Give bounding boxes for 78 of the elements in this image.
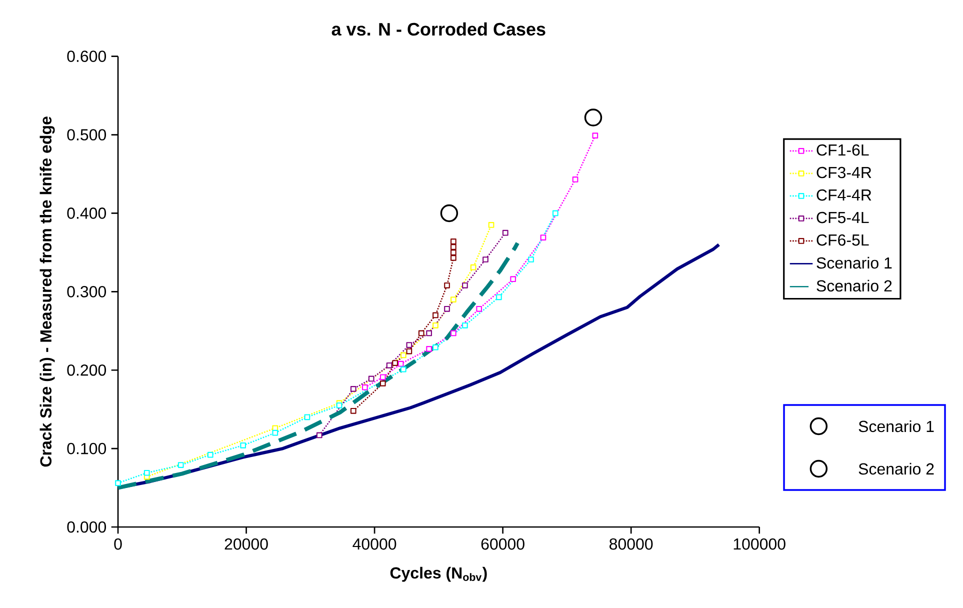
point bbox=[510, 276, 516, 282]
x-tick-label: 0 bbox=[114, 538, 122, 550]
point bbox=[496, 294, 502, 300]
point bbox=[316, 432, 322, 438]
point bbox=[380, 380, 386, 386]
x-tick-label: 80000 bbox=[610, 538, 653, 550]
point bbox=[462, 322, 468, 328]
point bbox=[406, 348, 412, 354]
point bbox=[406, 342, 412, 348]
point bbox=[400, 366, 406, 372]
point bbox=[444, 306, 450, 312]
legend-label: Scenario 2 bbox=[816, 280, 892, 292]
point bbox=[488, 222, 494, 228]
point bbox=[432, 322, 438, 328]
point bbox=[380, 374, 386, 380]
point bbox=[502, 230, 508, 236]
legend-label: CF3-4R bbox=[816, 166, 872, 178]
point bbox=[432, 312, 438, 318]
point bbox=[350, 386, 356, 392]
point bbox=[450, 238, 456, 244]
point bbox=[418, 330, 424, 336]
point bbox=[240, 442, 246, 448]
point bbox=[450, 244, 456, 250]
point bbox=[450, 255, 456, 261]
point bbox=[592, 132, 598, 138]
chart-title: a vs. N - Corroded Cases bbox=[332, 22, 546, 36]
point bbox=[450, 296, 456, 302]
point bbox=[400, 352, 406, 358]
point bbox=[207, 452, 214, 458]
point bbox=[398, 360, 404, 367]
point bbox=[178, 462, 184, 468]
point bbox=[144, 470, 150, 476]
x-axis-title: Cycles (N$_{obv}$) bbox=[390, 566, 487, 582]
point bbox=[368, 376, 374, 382]
point bbox=[440, 204, 458, 222]
x-tick-label: 40000 bbox=[352, 538, 396, 550]
y-tick-label: 0.500 bbox=[67, 129, 106, 140]
y-tick-label: 0.600 bbox=[67, 50, 106, 62]
point bbox=[386, 362, 392, 368]
point bbox=[426, 346, 432, 352]
legend-label: CF5-4L bbox=[816, 212, 869, 224]
y-axis-title: Crack Size (in) - Measured from the knife edge bbox=[40, 116, 55, 467]
legend-label: CF6-5L bbox=[816, 234, 869, 246]
legend-label: Scenario 2 bbox=[858, 462, 934, 475]
point bbox=[304, 414, 310, 420]
point bbox=[272, 430, 278, 436]
point bbox=[444, 282, 450, 288]
point bbox=[482, 256, 488, 262]
x-tick-label: 60000 bbox=[481, 538, 524, 550]
y-tick-label: 0.000 bbox=[67, 521, 106, 533]
point bbox=[470, 264, 476, 270]
legend-label: Scenario 1 bbox=[816, 256, 892, 269]
y-tick-label: 0.300 bbox=[67, 286, 106, 298]
point bbox=[432, 344, 438, 350]
point bbox=[426, 330, 432, 336]
point bbox=[540, 234, 546, 240]
x-tick-label: 20000 bbox=[224, 538, 268, 550]
point bbox=[552, 210, 558, 216]
point bbox=[584, 108, 602, 126]
point bbox=[336, 402, 342, 408]
x-tick-label: 100000 bbox=[734, 538, 786, 550]
point bbox=[476, 306, 482, 312]
point bbox=[362, 384, 368, 390]
legend-label: Scenario 1 bbox=[858, 420, 934, 432]
y-tick-label: 0.100 bbox=[67, 442, 106, 454]
point bbox=[115, 480, 121, 486]
legend-label: CF4-4R bbox=[816, 189, 872, 201]
point bbox=[572, 176, 578, 182]
point bbox=[392, 360, 398, 366]
point bbox=[450, 250, 456, 256]
point bbox=[528, 256, 534, 262]
point bbox=[450, 330, 456, 336]
y-tick-label: 0.200 bbox=[67, 364, 106, 376]
legend-label: CF1-6L bbox=[816, 144, 869, 156]
point bbox=[462, 282, 468, 288]
point bbox=[350, 408, 356, 414]
y-tick-label: 0.400 bbox=[67, 208, 106, 219]
line-series bbox=[116, 241, 520, 490]
